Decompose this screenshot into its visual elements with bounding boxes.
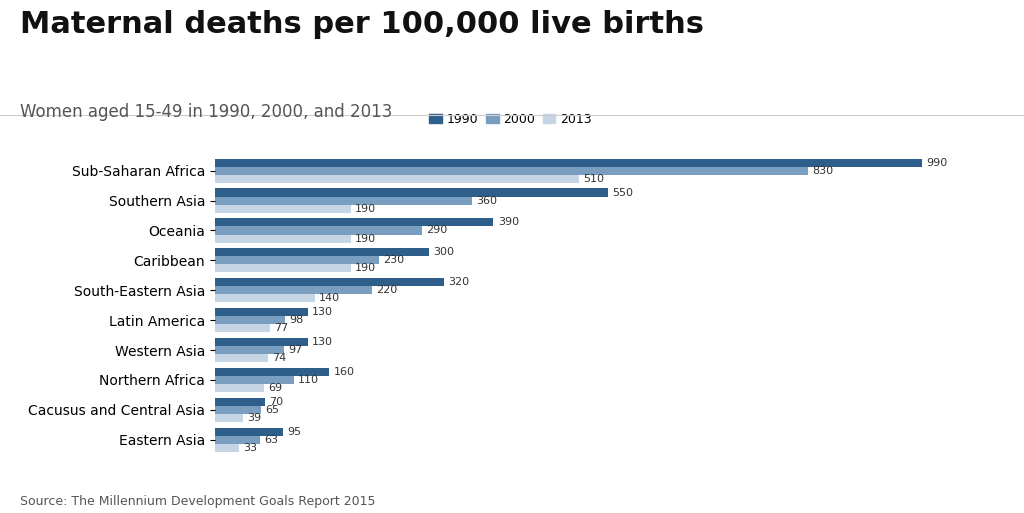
Text: 990: 990	[926, 157, 947, 168]
Text: 190: 190	[355, 204, 376, 214]
Text: 97: 97	[289, 345, 303, 355]
Text: 63: 63	[264, 435, 279, 445]
Text: 130: 130	[312, 307, 333, 317]
Legend: 1990, 2000, 2013: 1990, 2000, 2013	[425, 108, 597, 131]
Bar	[215, 286, 372, 294]
Bar	[215, 444, 239, 452]
Bar	[215, 294, 315, 302]
Bar	[215, 226, 422, 234]
Text: 74: 74	[272, 353, 287, 363]
Bar	[215, 406, 261, 414]
Text: 69: 69	[268, 383, 283, 393]
Bar	[215, 428, 283, 436]
Text: 98: 98	[290, 315, 303, 325]
Text: 190: 190	[355, 264, 376, 273]
Text: 190: 190	[355, 233, 376, 244]
Text: 550: 550	[612, 188, 633, 198]
Bar	[215, 316, 285, 324]
Text: 77: 77	[274, 323, 289, 333]
Text: 220: 220	[377, 285, 397, 295]
Text: 390: 390	[498, 218, 519, 227]
Text: Maternal deaths per 100,000 live births: Maternal deaths per 100,000 live births	[20, 10, 705, 40]
Text: 160: 160	[334, 367, 354, 377]
Bar	[215, 308, 308, 316]
Text: 39: 39	[247, 413, 261, 423]
Bar	[215, 167, 808, 175]
Bar	[215, 324, 270, 332]
Text: 830: 830	[812, 166, 834, 175]
Text: 70: 70	[269, 397, 284, 407]
Text: 230: 230	[384, 255, 404, 265]
Text: 95: 95	[287, 427, 301, 437]
Bar	[215, 219, 494, 226]
Bar	[215, 278, 443, 286]
Bar	[215, 159, 922, 167]
Bar	[215, 384, 264, 392]
Bar	[215, 248, 429, 256]
Bar	[215, 256, 379, 264]
Bar	[215, 205, 350, 213]
Bar	[215, 414, 243, 422]
Bar	[215, 188, 607, 196]
Text: 290: 290	[426, 226, 447, 235]
Bar	[215, 196, 472, 205]
Bar	[215, 398, 265, 406]
Bar	[215, 264, 350, 272]
Bar	[215, 338, 308, 346]
Text: 320: 320	[447, 277, 469, 287]
Text: 110: 110	[298, 375, 318, 385]
Bar	[215, 436, 260, 444]
Text: 65: 65	[266, 405, 280, 415]
Text: 300: 300	[433, 247, 455, 258]
Bar	[215, 354, 268, 362]
Bar	[215, 346, 285, 354]
Text: 140: 140	[319, 293, 340, 303]
Text: 33: 33	[243, 443, 257, 453]
Text: 130: 130	[312, 337, 333, 347]
Bar	[215, 234, 350, 243]
Bar	[215, 368, 330, 376]
Text: 360: 360	[476, 195, 498, 206]
Bar	[215, 175, 580, 183]
Bar	[215, 376, 294, 384]
Text: Source: The Millennium Development Goals Report 2015: Source: The Millennium Development Goals…	[20, 495, 376, 508]
Text: 510: 510	[584, 174, 604, 184]
Text: Women aged 15-49 in 1990, 2000, and 2013: Women aged 15-49 in 1990, 2000, and 2013	[20, 103, 393, 121]
